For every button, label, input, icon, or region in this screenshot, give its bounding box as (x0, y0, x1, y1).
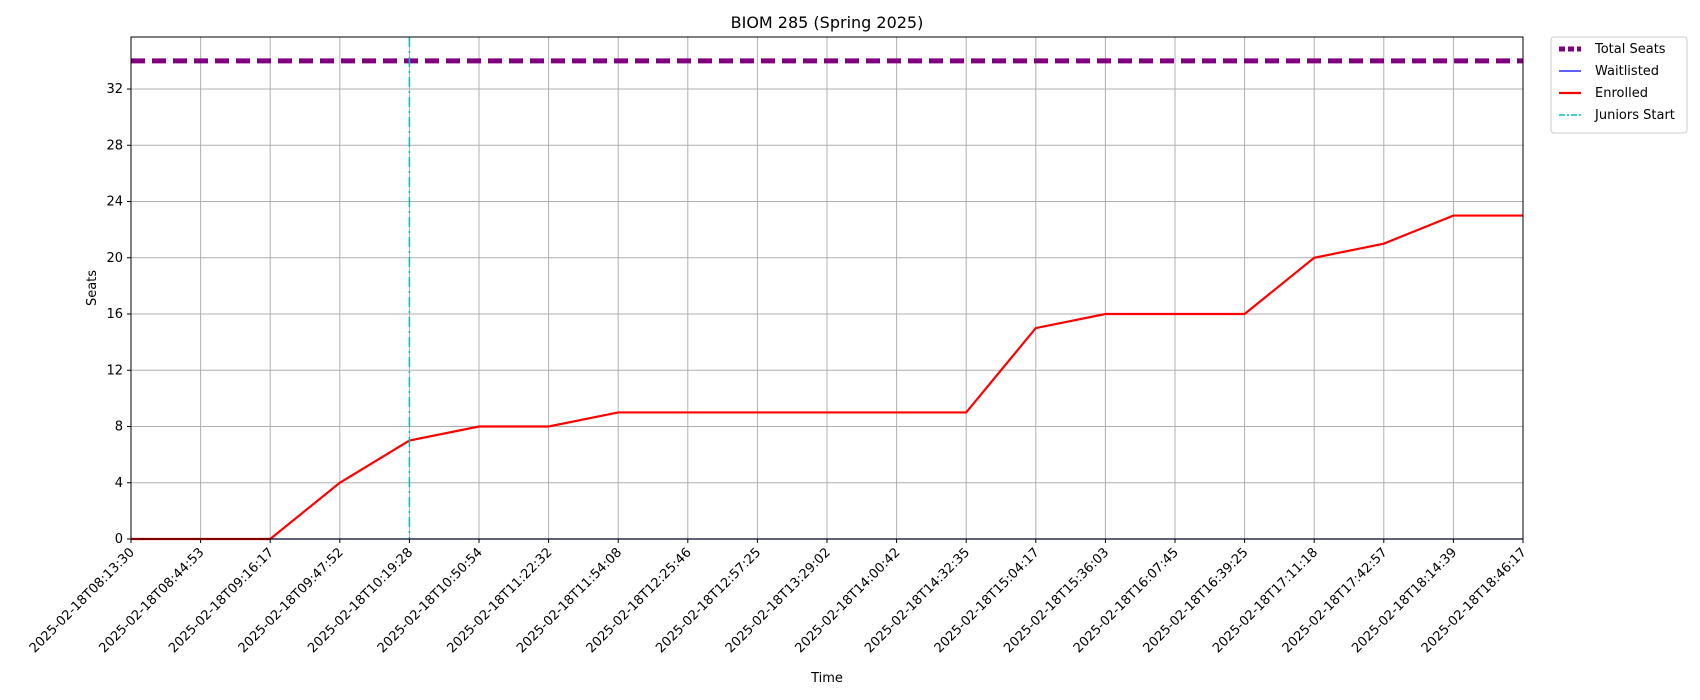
legend: Total Seats Waitlisted Enrolled Juniors Sta… (1550, 36, 1688, 134)
series-line-enrolled (131, 214, 1523, 541)
chart-title: BIOM 285 (Spring 2025) (731, 13, 924, 32)
y-tick-label: 12 (106, 363, 123, 378)
y-axis-label: Seats (85, 270, 100, 306)
y-tick-label: 32 (106, 82, 123, 97)
legend-label: Juniors Start (1594, 108, 1675, 123)
y-tick-label: 28 (106, 138, 123, 153)
legend-label: Total Seats (1594, 42, 1666, 57)
y-ticks: 0 4 8 12 16 20 24 28 32 (106, 82, 131, 547)
y-tick-label: 8 (115, 420, 123, 435)
y-tick-label: 0 (115, 532, 123, 547)
legend-frame (1550, 36, 1688, 134)
y-tick-label: 24 (106, 195, 123, 210)
legend-label: Waitlisted (1595, 64, 1659, 79)
legend-label: Enrolled (1595, 86, 1648, 101)
x-ticks: 2025-02-18T08:13:302025-02-18T08:44:5320… (27, 539, 1530, 656)
y-tick-label: 20 (106, 251, 123, 266)
y-tick-label: 4 (115, 476, 123, 491)
grid (130, 37, 1524, 540)
y-tick-label: 16 (106, 307, 123, 322)
x-axis-label: Time (810, 671, 843, 686)
